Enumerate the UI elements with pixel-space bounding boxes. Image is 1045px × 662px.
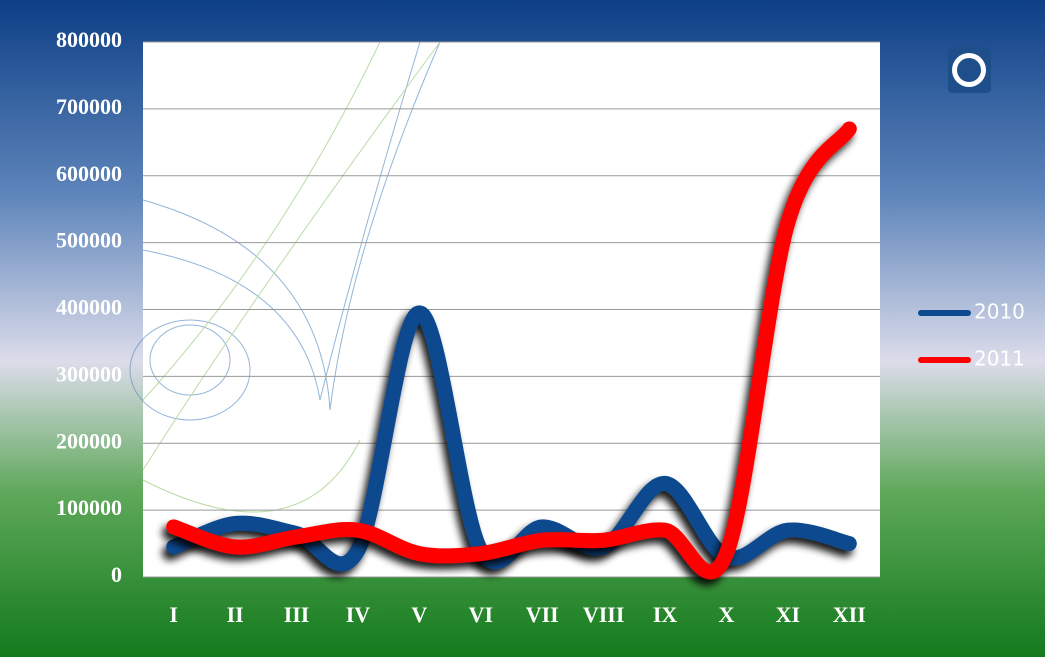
y-tick-label: 600000 — [56, 161, 122, 186]
y-tick-label: 800000 — [56, 27, 122, 52]
y-tick-label: 0 — [111, 562, 122, 587]
x-tick-label: VI — [469, 602, 493, 627]
x-tick-label: VIII — [583, 602, 625, 627]
y-tick-label: 100000 — [56, 495, 122, 520]
x-tick-label: XI — [776, 602, 800, 627]
y-tick-label: 300000 — [56, 361, 122, 386]
x-tick-label: V — [411, 602, 427, 627]
y-tick-label: 500000 — [56, 228, 122, 253]
x-tick-label: II — [227, 602, 244, 627]
legend-label: 2010 — [974, 300, 1025, 324]
x-tick-label: III — [284, 602, 310, 627]
legend-label: 2011 — [974, 347, 1025, 371]
x-tick-label: XII — [833, 602, 866, 627]
x-tick-label: IX — [653, 602, 678, 627]
x-tick-label: IV — [346, 602, 371, 627]
y-tick-label: 400000 — [56, 295, 122, 320]
x-tick-label: X — [719, 602, 735, 627]
x-tick-label: I — [169, 602, 178, 627]
series-line — [166, 121, 857, 580]
y-tick-label: 700000 — [56, 94, 122, 119]
y-tick-label: 200000 — [56, 428, 122, 453]
logo — [948, 47, 991, 93]
x-tick-label: VII — [526, 602, 559, 627]
